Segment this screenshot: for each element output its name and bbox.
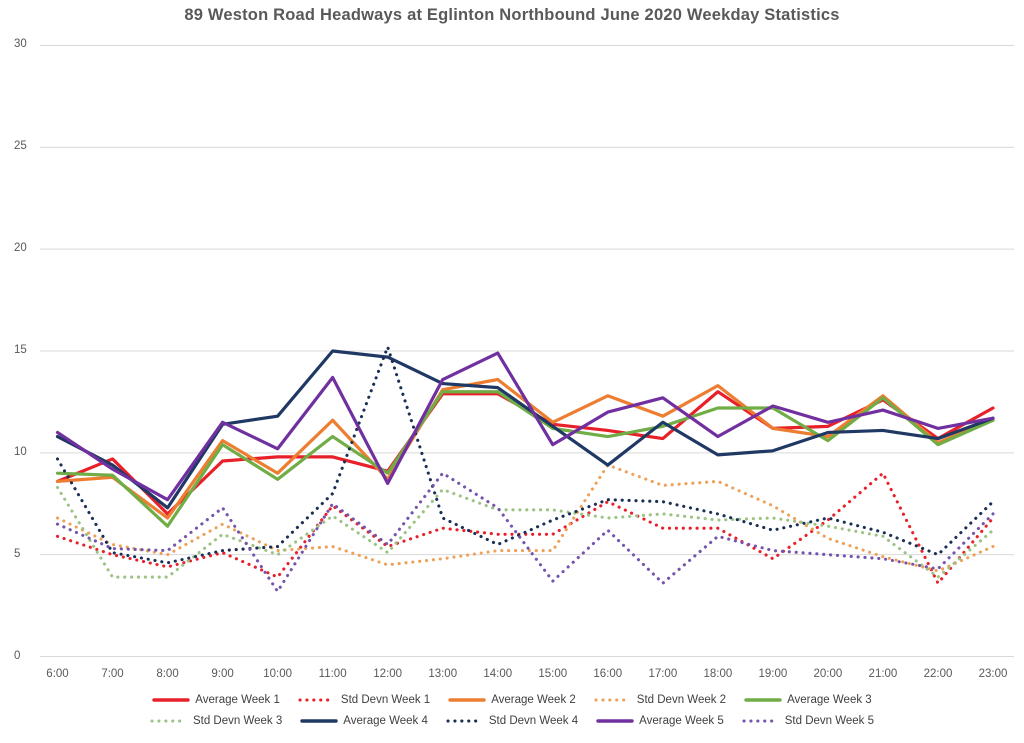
- legend-item-std-devn-week-4: Std Devn Week 4: [446, 715, 578, 727]
- legend-item-average-week-3: Average Week 3: [744, 694, 872, 706]
- chart-title: 89 Weston Road Headways at Eglinton Nort…: [184, 6, 840, 24]
- series-std-devn-week-1: [55, 471, 995, 585]
- legend-label: Std Devn Week 3: [192, 715, 283, 727]
- x-tick-label: 21:00: [868, 668, 898, 680]
- solid-line-swatch-icon: [744, 698, 782, 702]
- legend-item-average-week-4: Average Week 4: [300, 715, 428, 727]
- x-tick-label: 11:00: [318, 668, 347, 680]
- legend-item-std-devn-week-1: Std Devn Week 1: [298, 694, 430, 706]
- legend-label: Std Devn Week 2: [636, 694, 727, 706]
- x-tick-label: 8:00: [156, 668, 179, 680]
- legend-label: Std Devn Week 1: [340, 694, 431, 706]
- legend-item-average-week-5: Average Week 5: [596, 715, 724, 727]
- dotted-line-swatch-icon: [298, 698, 336, 702]
- dotted-line-swatch-icon: [446, 719, 484, 723]
- solid-line-swatch-icon: [596, 719, 634, 723]
- dotted-line-swatch-icon: [594, 698, 632, 702]
- solid-line-swatch-icon: [300, 719, 338, 723]
- legend-item-average-week-2: Average Week 2: [448, 694, 576, 706]
- x-tick-label: 12:00: [373, 668, 403, 680]
- dotted-line-swatch-icon: [742, 719, 780, 723]
- x-tick-label: 9:00: [211, 668, 234, 680]
- series-std-devn-week-5: [55, 471, 995, 593]
- legend-label: Average Week 2: [491, 694, 576, 706]
- solid-line-swatch-icon: [448, 698, 486, 702]
- series-std-devn-week-2: [55, 463, 995, 573]
- x-tick-label: 13:00: [428, 668, 458, 680]
- y-tick-label: 15: [14, 343, 27, 356]
- legend-row-1: Average Week 1 Std Devn Week 1 Average Wee…: [152, 694, 872, 706]
- x-tick-label: 17:00: [648, 668, 678, 680]
- legend-label: Average Week 1: [195, 694, 280, 706]
- x-tick-label: 22:00: [923, 668, 953, 680]
- x-tick-label: 16:00: [593, 668, 623, 680]
- x-tick-label: 15:00: [538, 668, 568, 680]
- x-tick-label: 6:00: [46, 668, 69, 680]
- y-tick-label: 20: [14, 242, 27, 255]
- y-tick-label: 5: [14, 547, 21, 560]
- x-tick-label: 18:00: [703, 668, 733, 680]
- legend-label: Std Devn Week 5: [784, 715, 875, 727]
- x-tick-label: 10:00: [263, 668, 292, 680]
- legend-label: Average Week 4: [343, 715, 428, 727]
- series-std-devn-week-4: [55, 345, 995, 565]
- legend-row-2: Std Devn Week 3 Average Week 4 Std Devn We…: [150, 715, 874, 727]
- legend-item-average-week-1: Average Week 1: [152, 694, 280, 706]
- y-tick-label: 25: [14, 140, 27, 153]
- legend-label: Std Devn Week 4: [488, 715, 579, 727]
- y-tick-label: 0: [14, 649, 21, 662]
- legend: Average Week 1 Std Devn Week 1 Average Wee…: [0, 694, 1024, 727]
- x-tick-label: 19:00: [758, 668, 788, 680]
- legend-label: Average Week 5: [639, 715, 724, 727]
- series-std-devn-week-3: [55, 485, 995, 579]
- y-tick-label: 10: [14, 445, 27, 458]
- dotted-line-swatch-icon: [150, 719, 188, 723]
- legend-item-std-devn-week-3: Std Devn Week 3: [150, 715, 282, 727]
- x-tick-label: 7:00: [101, 668, 124, 680]
- legend-label: Average Week 3: [787, 694, 872, 706]
- y-tick-label: 30: [14, 38, 27, 51]
- series-average-week-5: [55, 351, 995, 502]
- x-tick-label: 23:00: [978, 668, 1008, 680]
- legend-item-std-devn-week-2: Std Devn Week 2: [594, 694, 726, 706]
- x-tick-label: 14:00: [483, 668, 513, 680]
- solid-line-swatch-icon: [152, 698, 190, 702]
- series-average-week-4: [55, 349, 995, 510]
- x-tick-label: 20:00: [813, 668, 843, 680]
- legend-item-std-devn-week-5: Std Devn Week 5: [742, 715, 874, 727]
